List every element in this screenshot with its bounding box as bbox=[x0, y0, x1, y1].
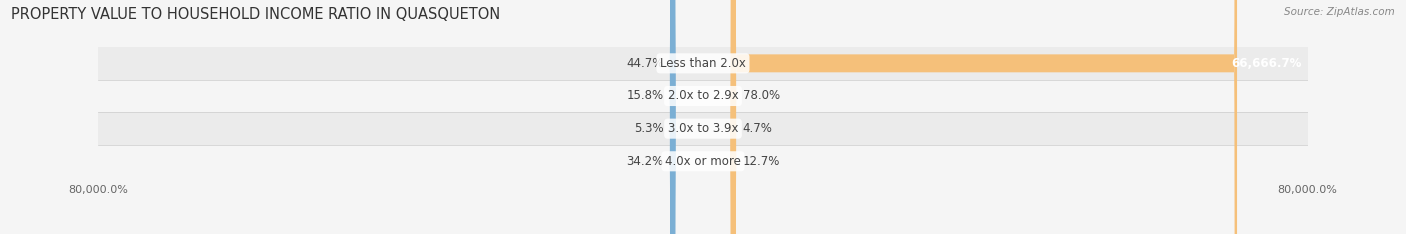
Text: Less than 2.0x: Less than 2.0x bbox=[659, 57, 747, 70]
FancyBboxPatch shape bbox=[730, 0, 737, 234]
Text: 4.7%: 4.7% bbox=[742, 122, 772, 135]
Text: 15.8%: 15.8% bbox=[627, 89, 664, 102]
Text: PROPERTY VALUE TO HOUSEHOLD INCOME RATIO IN QUASQUETON: PROPERTY VALUE TO HOUSEHOLD INCOME RATIO… bbox=[11, 7, 501, 22]
FancyBboxPatch shape bbox=[734, 0, 1237, 234]
FancyBboxPatch shape bbox=[669, 0, 675, 234]
Bar bbox=[98, 80, 1308, 112]
Text: 34.2%: 34.2% bbox=[626, 155, 664, 168]
Bar bbox=[98, 145, 1308, 178]
Text: Source: ZipAtlas.com: Source: ZipAtlas.com bbox=[1284, 7, 1395, 17]
Text: 66,666.7%: 66,666.7% bbox=[1232, 57, 1302, 70]
FancyBboxPatch shape bbox=[731, 0, 737, 234]
FancyBboxPatch shape bbox=[669, 0, 676, 234]
Text: 2.0x to 2.9x: 2.0x to 2.9x bbox=[668, 89, 738, 102]
FancyBboxPatch shape bbox=[730, 0, 737, 234]
FancyBboxPatch shape bbox=[669, 0, 676, 234]
Text: 12.7%: 12.7% bbox=[742, 155, 780, 168]
Bar bbox=[98, 112, 1308, 145]
FancyBboxPatch shape bbox=[669, 0, 675, 234]
Text: 44.7%: 44.7% bbox=[626, 57, 664, 70]
Text: 5.3%: 5.3% bbox=[634, 122, 664, 135]
Bar bbox=[98, 47, 1308, 80]
Text: 3.0x to 3.9x: 3.0x to 3.9x bbox=[668, 122, 738, 135]
Text: 4.0x or more: 4.0x or more bbox=[665, 155, 741, 168]
Text: 78.0%: 78.0% bbox=[742, 89, 780, 102]
